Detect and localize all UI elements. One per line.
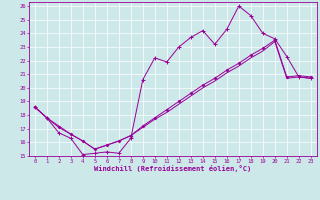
X-axis label: Windchill (Refroidissement éolien,°C): Windchill (Refroidissement éolien,°C) bbox=[94, 165, 252, 172]
